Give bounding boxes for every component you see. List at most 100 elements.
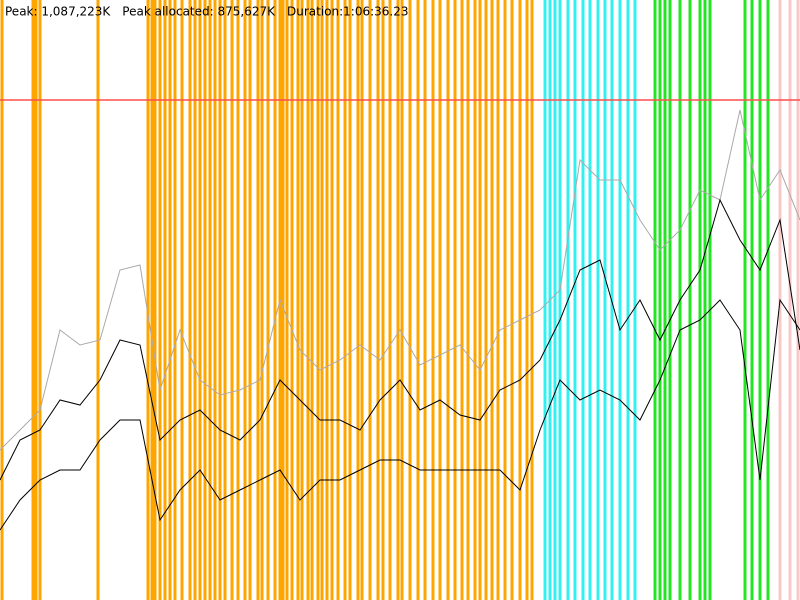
event-band: [596, 0, 600, 600]
memory-line: [0, 298, 800, 531]
event-band: [408, 0, 412, 600]
event-band: [330, 0, 334, 600]
event-band: [698, 0, 702, 600]
event-band: [381, 0, 385, 600]
event-band: [460, 0, 464, 600]
event-band: [310, 0, 314, 600]
event-band: [146, 0, 150, 600]
event-band: [788, 0, 792, 600]
event-band: [668, 0, 672, 600]
event-band: [633, 0, 637, 600]
event-band: [256, 0, 260, 600]
header: Peak: 1,087,223K Peak allocated: 875,627K…: [5, 5, 409, 19]
event-band: [581, 0, 585, 600]
event-band: [150, 0, 154, 600]
event-band: [180, 0, 184, 600]
event-band: [503, 0, 507, 600]
event-band: [236, 0, 240, 600]
event-band: [663, 0, 667, 600]
event-band: [796, 0, 800, 600]
event-band: [484, 0, 488, 600]
event-band: [281, 0, 285, 600]
event-band: [530, 0, 534, 600]
event-band: [423, 0, 427, 600]
event-band: [306, 0, 310, 600]
event-band: [473, 0, 477, 600]
event-band: [453, 0, 457, 600]
event-band: [193, 0, 197, 600]
event-band: [325, 0, 329, 600]
event-band: [188, 0, 192, 600]
header-stat: Peak allocated: 875,627K: [122, 5, 276, 19]
event-band: [400, 0, 404, 600]
event-band: [348, 0, 352, 600]
event-band: [603, 0, 607, 600]
event-band: [230, 0, 234, 600]
event-band: [388, 0, 392, 600]
event-band: [223, 0, 227, 600]
event-band: [273, 0, 277, 600]
event-band: [356, 0, 360, 600]
event-band: [653, 0, 657, 600]
event-band: [0, 0, 4, 600]
event-band: [588, 0, 592, 600]
event-band: [218, 0, 222, 600]
memory-line: [0, 198, 800, 481]
event-band: [573, 0, 577, 600]
event-band: [243, 0, 247, 600]
event-band: [490, 0, 494, 600]
event-band: [198, 0, 202, 600]
event-band: [368, 0, 372, 600]
event-band: [703, 0, 707, 600]
memory-lines: [0, 99, 800, 531]
header-stat: Peak: 1,087,223K: [5, 5, 111, 19]
event-band: [558, 0, 562, 600]
event-band: [296, 0, 300, 600]
event-band: [688, 0, 692, 600]
event-band: [153, 0, 157, 600]
memory-line: [0, 109, 800, 451]
event-band: [168, 0, 172, 600]
event-band: [618, 0, 622, 600]
event-band: [213, 0, 217, 600]
event-band: [396, 0, 400, 600]
event-band: [248, 0, 252, 600]
event-band: [708, 0, 712, 600]
event-band: [260, 0, 264, 600]
event-band: [163, 0, 167, 600]
event-band: [626, 0, 630, 600]
event-band: [31, 0, 35, 600]
event-band: [336, 0, 340, 600]
event-band: [290, 0, 294, 600]
event-band: [446, 0, 450, 600]
event-band: [478, 0, 482, 600]
event-band: [38, 0, 42, 600]
event-band: [431, 0, 435, 600]
event-band: [758, 0, 762, 600]
event-band: [96, 0, 100, 600]
event-band: [376, 0, 380, 600]
event-band: [438, 0, 442, 600]
event-band: [416, 0, 420, 600]
event-band: [466, 0, 470, 600]
event-band: [300, 0, 304, 600]
event-band: [360, 0, 364, 600]
event-band: [610, 0, 614, 600]
event-band: [343, 0, 347, 600]
event-band: [496, 0, 500, 600]
event-band: [743, 0, 747, 600]
event-band: [658, 0, 662, 600]
event-band: [320, 0, 324, 600]
event-band: [553, 0, 557, 600]
event-band: [543, 0, 547, 600]
event-band: [518, 0, 522, 600]
header-stat: Duration:1:06:36.23: [287, 5, 409, 19]
event-band: [525, 0, 529, 600]
event-band: [510, 0, 514, 600]
event-band: [266, 0, 270, 600]
event-band: [203, 0, 207, 600]
event-band: [34, 0, 38, 600]
